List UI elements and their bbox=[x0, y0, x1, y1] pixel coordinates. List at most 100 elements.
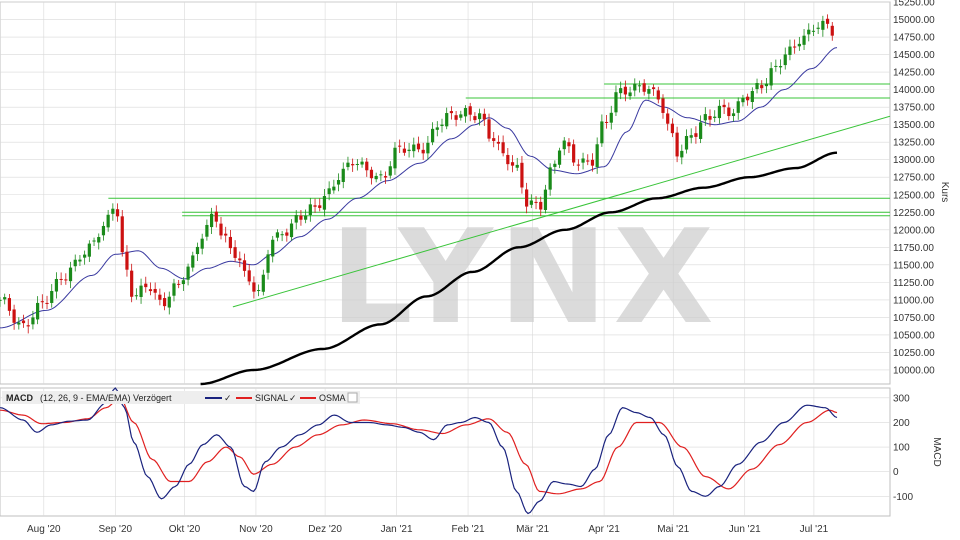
price-y-tick-label: 11250.00 bbox=[893, 278, 934, 289]
candle-body bbox=[388, 166, 392, 176]
price-y-tick-label: 11000.00 bbox=[893, 295, 934, 306]
watermark: LYNX bbox=[330, 201, 720, 353]
candle-body bbox=[510, 162, 515, 166]
x-tick-label: Dez '20 bbox=[308, 524, 342, 535]
candle-body bbox=[614, 92, 618, 113]
candle-body bbox=[346, 162, 350, 168]
candle-body bbox=[0, 299, 2, 301]
candles bbox=[0, 14, 834, 334]
candle-body bbox=[769, 68, 773, 86]
candle-body bbox=[261, 274, 265, 292]
candle-body bbox=[449, 111, 453, 114]
candle-body bbox=[200, 238, 204, 249]
candle-body bbox=[543, 189, 548, 211]
price-y-tick-label: 12500.00 bbox=[893, 190, 935, 201]
candle-body bbox=[125, 251, 129, 270]
price-y-tick-label: 12250.00 bbox=[893, 208, 935, 219]
candle-body bbox=[228, 236, 233, 249]
candle-body bbox=[280, 234, 284, 236]
macd-y-axis-title: MACD bbox=[931, 437, 942, 466]
macd-panel: 300 200 100 0 -100 MACD MACD (12, 26, 9 - EM… bbox=[0, 387, 942, 517]
candle-body bbox=[604, 121, 609, 123]
candle-body bbox=[459, 114, 463, 118]
candle-body bbox=[92, 240, 96, 242]
candle-body bbox=[572, 144, 576, 163]
ma-long-path bbox=[200, 151, 838, 386]
candle-body bbox=[285, 232, 289, 236]
macd-legend-check-icon[interactable]: ✓ bbox=[224, 393, 232, 403]
candle-body bbox=[181, 280, 185, 285]
x-axis: Aug '20 Sep '20 Okt '20 Nov '20 Dez '20 Jan '… bbox=[27, 524, 829, 535]
candle-body bbox=[680, 150, 684, 158]
signal-legend-check-icon[interactable]: ✓ bbox=[289, 393, 297, 403]
candle-body bbox=[12, 309, 16, 323]
candle-body bbox=[360, 161, 364, 165]
price-y-tick-label: 15000.00 bbox=[893, 15, 935, 26]
candle-body bbox=[186, 266, 190, 280]
candle-body bbox=[26, 325, 30, 327]
candle-body bbox=[54, 278, 59, 292]
candle-body bbox=[101, 225, 106, 236]
candle-body bbox=[167, 296, 171, 308]
candle-body bbox=[463, 108, 468, 117]
candle-body bbox=[609, 112, 613, 123]
candle-body bbox=[807, 29, 811, 35]
candle-body bbox=[416, 143, 421, 150]
candle-body bbox=[675, 132, 679, 157]
macd-legend: MACD (12, 26, 9 - EMA/EMA) Verzögert ✓ S… bbox=[2, 391, 360, 404]
candle-body bbox=[351, 164, 355, 166]
price-y-tick-label: 10500.00 bbox=[893, 330, 935, 341]
candle-body bbox=[402, 148, 406, 153]
candle-body bbox=[473, 116, 477, 121]
candle-body bbox=[257, 290, 261, 292]
candle-body bbox=[421, 149, 425, 154]
candle-body bbox=[576, 164, 580, 166]
candle-body bbox=[821, 20, 825, 30]
macd-legend-title: MACD bbox=[6, 393, 33, 403]
candle-body bbox=[557, 150, 562, 165]
candle-body bbox=[106, 214, 110, 228]
candle-body bbox=[633, 83, 637, 91]
ma-long-line bbox=[200, 151, 838, 386]
candle-body bbox=[741, 98, 745, 103]
candle-body bbox=[412, 144, 416, 152]
price-y-tick-label: 13000.00 bbox=[893, 155, 935, 166]
candle-body bbox=[525, 189, 529, 207]
candle-body bbox=[299, 215, 303, 220]
candle-body bbox=[162, 298, 167, 307]
candle-body bbox=[97, 237, 101, 243]
candle-body bbox=[811, 30, 816, 32]
candle-body bbox=[501, 142, 505, 154]
osma-legend-checkbox[interactable] bbox=[347, 392, 358, 403]
candle-body bbox=[134, 295, 138, 297]
macd-y-tick-label: 200 bbox=[893, 418, 910, 429]
candle-body bbox=[111, 208, 115, 214]
candle-body bbox=[736, 101, 740, 113]
candle-body bbox=[689, 135, 693, 138]
x-tick-label: Feb '21 bbox=[452, 524, 485, 535]
candle-body bbox=[383, 176, 388, 178]
candle-body bbox=[731, 113, 736, 117]
candle-body bbox=[750, 91, 754, 103]
candle-body bbox=[816, 27, 820, 29]
candle-body bbox=[266, 254, 270, 273]
candle-body bbox=[398, 145, 402, 147]
candle-body bbox=[651, 87, 656, 89]
candle-body bbox=[684, 135, 689, 150]
candle-body bbox=[139, 285, 143, 297]
candle-body bbox=[548, 167, 552, 190]
candle-body bbox=[73, 259, 77, 267]
x-tick-label: Okt '20 bbox=[169, 524, 201, 535]
candle-body bbox=[289, 223, 294, 238]
candle-body bbox=[713, 116, 717, 118]
macd-y-tick-label: 100 bbox=[893, 443, 910, 454]
macd-lines bbox=[0, 387, 838, 515]
candle-body bbox=[195, 246, 200, 255]
candle-body bbox=[595, 144, 599, 168]
candle-body bbox=[148, 289, 153, 292]
x-tick-label: Jul '21 bbox=[800, 524, 829, 535]
price-y-tick-label: 10750.00 bbox=[893, 313, 935, 324]
candle-body bbox=[172, 283, 176, 296]
candle-body bbox=[830, 25, 834, 36]
